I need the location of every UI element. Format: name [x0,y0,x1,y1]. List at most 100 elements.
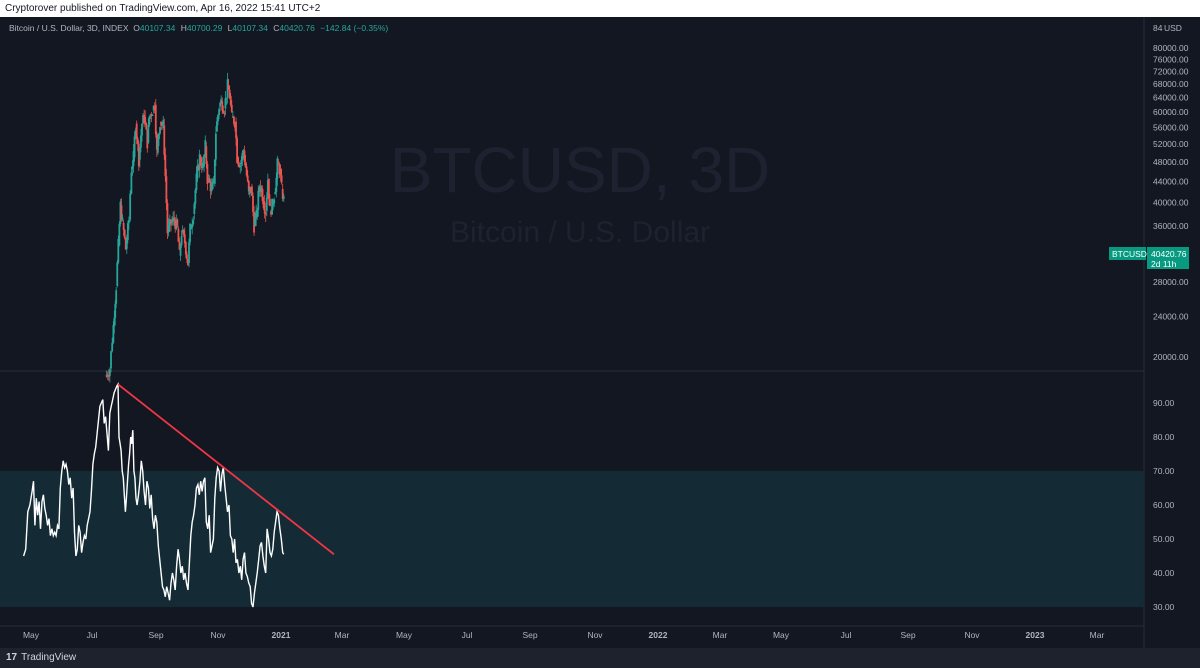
candle-body [257,190,260,210]
candle-body [221,101,224,111]
candle-body [254,218,257,226]
candle-body [246,175,249,181]
candle-body [277,164,280,165]
candle-body [207,178,210,179]
tradingview-logo[interactable]: 17 TradingView [6,652,76,663]
candle-body [263,202,266,214]
high-value: 40700.29 [186,23,223,33]
candle-body [199,157,202,164]
candle-body [222,110,225,113]
candle-body [162,120,165,126]
time-axis-label: 2022 [649,630,668,640]
candle-body [113,317,116,326]
candle-body [184,242,187,255]
candle-body [247,180,250,192]
candle-body [181,230,184,233]
price-tick-label: 80000.00 [1153,43,1189,53]
candle-body [264,213,267,215]
candle-body [129,193,132,220]
low-value: 40107.34 [232,23,268,33]
chart-area[interactable]: BTCUSD, 3D Bitcoin / U.S. Dollar 84 USD … [0,17,1200,648]
candle-body [197,165,200,170]
candle-body [195,173,198,190]
price-tick-label: 24000.00 [1153,311,1189,321]
candle-body [252,195,254,213]
candle-body [177,229,180,242]
price-tick-label: 52000.00 [1153,139,1189,149]
open-value: 40107.34 [139,23,176,33]
last-price-badge: BTCUSD 40420.76 2d 11h [1109,247,1189,269]
candle-body [256,209,259,217]
candle-body [223,112,226,115]
candle-body [228,89,231,99]
trendline[interactable] [117,383,335,556]
candle-body [212,178,215,182]
candle-body [265,197,268,212]
time-axis-label: May [396,630,413,640]
candle-body [225,97,228,99]
symbol-legend[interactable]: Bitcoin / U.S. Dollar, 3D, INDEX O40107.… [9,23,391,33]
candle-body [158,133,160,140]
time-axis-label: Jul [462,630,473,640]
badge-symbol: BTCUSD [1112,249,1147,259]
candle-body [234,123,236,128]
badge-price: 40420.76 [1151,249,1187,259]
badge-symbol-bg [1109,247,1146,260]
candle-body [198,154,201,170]
candle-body [244,161,247,168]
candle-body [141,123,143,136]
candle-body [176,219,179,227]
price-tick-label: 72000.00 [1153,66,1189,76]
candle-body [270,211,272,215]
candle-body [229,96,232,105]
candle-body [148,116,151,125]
candle-body [245,166,248,176]
candle-body [121,217,124,220]
candle-body [119,201,122,224]
candle-body [154,104,157,135]
candle-body [187,259,189,266]
time-axis-label: Nov [210,630,226,640]
candle-body [238,164,241,168]
candle-body [173,217,176,221]
tradingview-logo-icon: 17 [6,652,18,663]
footer: 17 TradingView [0,648,1200,668]
oscillator-tick-label: 60.00 [1153,500,1175,510]
candle-body [106,374,109,377]
time-axis-label: 2023 [1026,630,1045,640]
time-axis-label: Jul [841,630,852,640]
candle-body [272,203,275,206]
oscillator-tick-label: 70.00 [1153,466,1175,476]
candle-body [249,186,252,190]
candle-body [219,102,222,107]
candle-body [255,210,258,219]
candle-body [150,114,153,116]
candle-body [165,176,168,204]
candle-body [194,189,197,204]
candle-body [188,242,190,263]
candle-body [268,178,270,200]
watermark: BTCUSD, 3D Bitcoin / U.S. Dollar [390,134,771,249]
price-tick-label: 64000.00 [1153,93,1189,103]
chart-svg[interactable]: BTCUSD, 3D Bitcoin / U.S. Dollar 84 USD … [0,17,1200,648]
candle-body [112,325,115,343]
time-axis-label: Jul [87,630,98,640]
candle-body [170,219,172,224]
candle-body [116,262,119,287]
candle-body [216,121,218,132]
candle-body [120,205,123,220]
candle-body [142,115,144,124]
oscillator-tick-label: 80.00 [1153,432,1175,442]
candle-body [253,212,255,233]
candle-body [153,105,156,111]
candle-body [133,136,136,158]
candle-body [210,185,213,192]
price-tick-label: 28000.00 [1153,277,1189,287]
candle-body [251,186,253,196]
candle-body [281,188,284,199]
time-axis[interactable]: May Jul Sep Nov 2021 Mar May Jul Sep Nov 2022 Mar Ma… [23,630,1105,640]
candle-body [275,177,278,192]
candle-body [117,238,120,263]
candle-body [226,79,229,98]
